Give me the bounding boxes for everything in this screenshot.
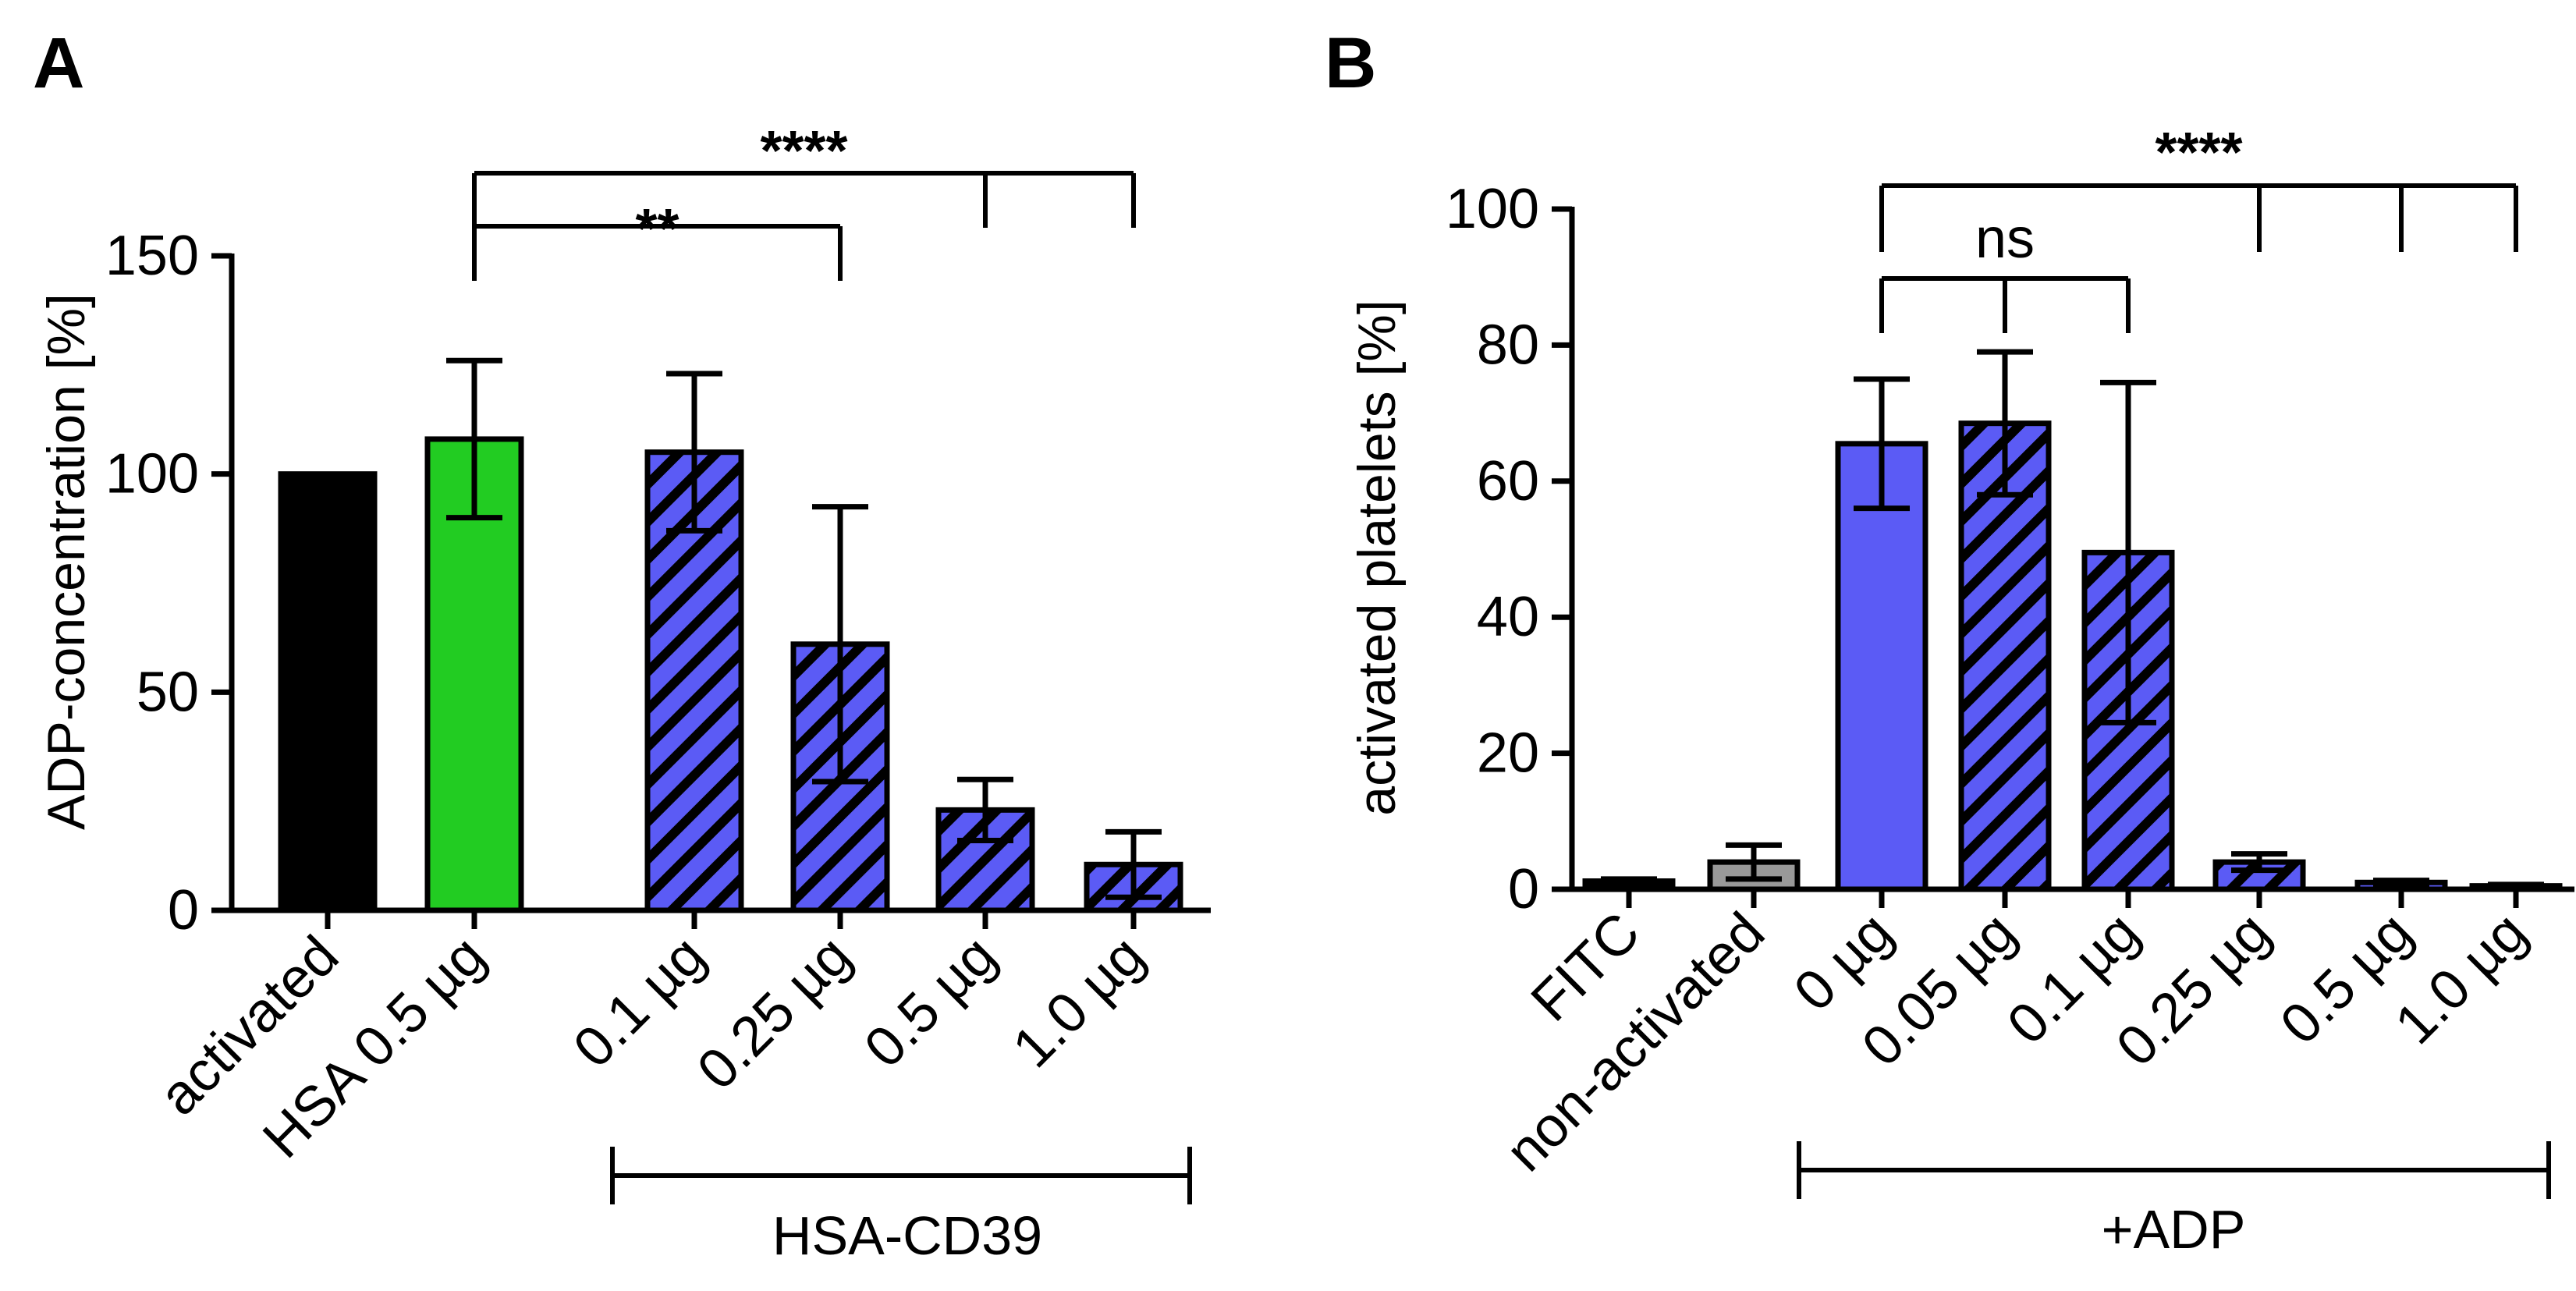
panel-a-sig-label-0: ** (635, 198, 679, 261)
panel-a-group-bracket: HSA-CD39 (610, 1147, 1192, 1266)
panel-b-y-tick-label-0: 0 (1508, 858, 1539, 920)
panel-b-sig-label-0: ns (1975, 207, 2035, 270)
panel-a-bars (278, 436, 1183, 913)
panel-a-y-tick-label-1: 50 (137, 661, 199, 723)
panel-a-y-tick-label-2: 100 (105, 443, 199, 505)
panel-b-y-axis: 0 20 40 60 80 100 (1446, 178, 2574, 920)
panel-b-bar-3 (1958, 420, 2052, 892)
panel-b-x-tick-label-6: 0.5 µg (2269, 901, 2424, 1056)
panel-a-ylabel: ADP-concentration [%] (37, 293, 96, 830)
panel-a-error-bars (446, 357, 1162, 900)
panel-a-y-tick-label-3: 150 (105, 225, 199, 287)
panel-a-x-tick-label-5: 1.0 µg (1001, 924, 1156, 1080)
panel-a-y-axis: 0 50 100 150 (105, 225, 1211, 942)
panel-a-x-tick-label-4: 0.5 µg (853, 924, 1008, 1080)
panel-b-significance: ns **** (1879, 122, 2518, 333)
panel-b-sig-label-1: **** (2155, 122, 2242, 184)
panel-b-ylabel: activated platelets [%] (1347, 300, 1407, 815)
panel-b-group-bracket: +ADP (1797, 1141, 2551, 1260)
panel-b-x-tick-label-7: 1.0 µg (2383, 901, 2539, 1056)
panel-a-x-tick-label-3: 0.25 µg (686, 924, 863, 1101)
panel-b-y-tick-label-4: 80 (1477, 314, 1539, 376)
panel-a-sig-label-1: **** (760, 120, 847, 183)
panel-b-y-tick-label-2: 40 (1477, 586, 1539, 648)
panel-b-y-tick-label-5: 100 (1446, 178, 1539, 240)
panel-a-bar-4 (935, 807, 1035, 913)
panel-b-y-tick-label-1: 20 (1477, 722, 1539, 785)
panel-b-group-label: +ADP (2102, 1199, 2246, 1260)
panel-a-y-tick-label-0: 0 (168, 879, 199, 942)
panel-a-label: A (33, 23, 84, 103)
panel-a-bar-0 (278, 471, 378, 913)
panel-b-chart: B activated platelets [%] 0 20 40 60 80 100 F… (1325, 23, 2574, 1260)
panel-b-bars (1582, 420, 2563, 892)
panel-b-label: B (1325, 23, 1376, 103)
panel-a-significance: ****** (472, 120, 1136, 281)
panel-a-group-label: HSA-CD39 (772, 1205, 1042, 1266)
panel-b-error-bars (1601, 349, 2544, 890)
panel-a-chart: A ADP-concentration [%] 0 50 100 150 activa… (33, 23, 1211, 1266)
panel-b-y-tick-label-3: 60 (1477, 450, 1539, 512)
